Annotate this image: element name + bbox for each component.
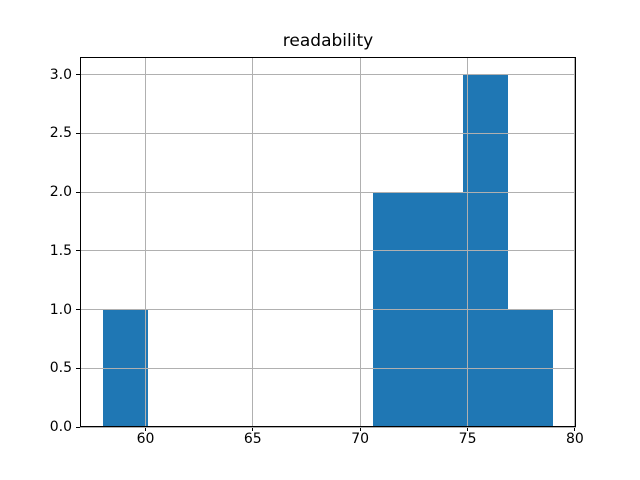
gridline-horizontal bbox=[80, 74, 576, 76]
y-tick-mark bbox=[76, 309, 80, 310]
gridline-vertical bbox=[359, 57, 361, 427]
y-tick-label: 2.0 bbox=[49, 184, 72, 201]
y-tick-label: 0.0 bbox=[49, 419, 72, 435]
y-tick-label: 3.0 bbox=[49, 66, 72, 83]
y-tick-label: 1.5 bbox=[49, 242, 72, 259]
gridline-horizontal bbox=[80, 250, 576, 252]
y-tick-label: 0.5 bbox=[49, 360, 72, 377]
x-tick-mark bbox=[252, 427, 254, 431]
y-tick-label: 2.5 bbox=[49, 125, 72, 142]
y-tick-mark bbox=[76, 191, 80, 193]
x-tick-label: 65 bbox=[243, 431, 262, 447]
x-tick-label: 70 bbox=[351, 431, 370, 447]
plot-area bbox=[80, 57, 576, 428]
y-tick-mark bbox=[76, 426, 80, 428]
gridline-horizontal bbox=[80, 309, 576, 310]
gridline-horizontal bbox=[80, 426, 576, 428]
x-tick-mark bbox=[574, 427, 576, 431]
x-tick-label: 80 bbox=[565, 431, 584, 447]
gridline-vertical bbox=[574, 57, 576, 427]
y-tick-label: 1.0 bbox=[49, 301, 72, 318]
y-tick-mark bbox=[76, 367, 80, 369]
x-tick-label: 75 bbox=[458, 431, 477, 447]
gridline-vertical bbox=[145, 57, 146, 427]
x-tick-mark bbox=[359, 427, 361, 431]
y-tick-mark bbox=[76, 250, 80, 252]
gridline-horizontal bbox=[80, 132, 576, 134]
gridline-horizontal bbox=[80, 367, 576, 369]
x-tick-mark bbox=[467, 427, 469, 431]
x-tick-label: 60 bbox=[136, 431, 155, 447]
y-tick-mark bbox=[76, 132, 80, 134]
gridline-horizontal bbox=[80, 191, 576, 193]
gridline-vertical bbox=[467, 57, 469, 427]
gridline-vertical bbox=[252, 57, 254, 427]
y-tick-mark bbox=[76, 74, 80, 76]
chart-title: readability bbox=[282, 31, 374, 51]
x-tick-mark bbox=[145, 427, 146, 431]
